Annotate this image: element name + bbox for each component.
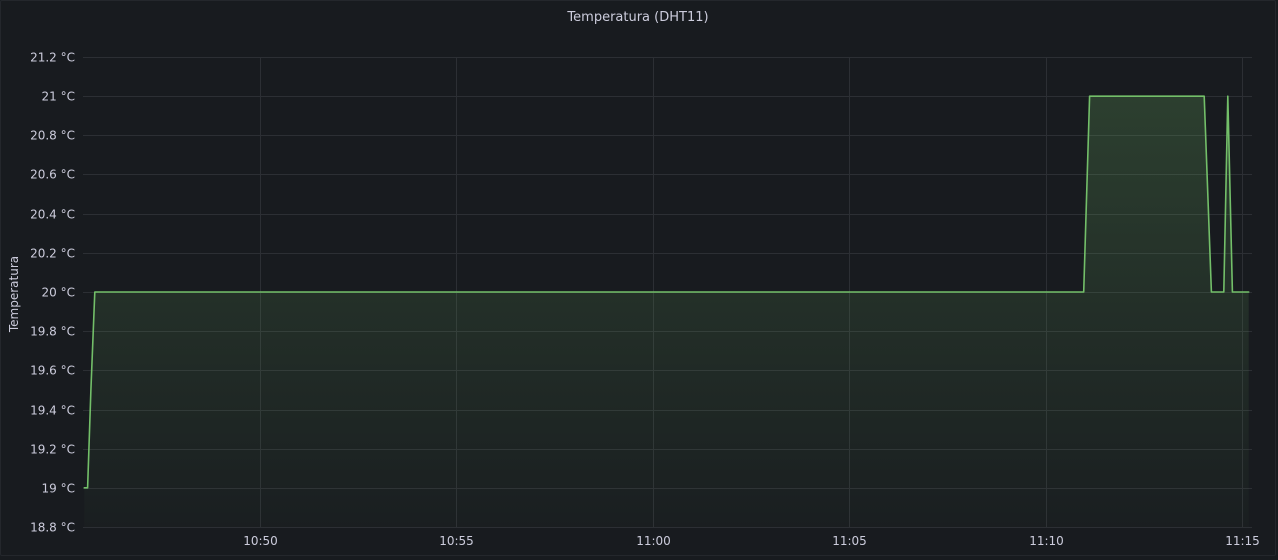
- x-axis-ticks: 10:50 10:55 11:00 11:05 11:10 11:15: [243, 534, 1260, 548]
- y-axis-ticks: 21.2 °C 21 °C 20.8 °C 20.6 °C 20.4 °C 20.2 °C…: [30, 51, 75, 535]
- y-tick-label: 20.8 °C: [30, 129, 75, 143]
- x-tick-label: 11:05: [832, 534, 867, 548]
- x-tick-label: 10:50: [243, 534, 278, 548]
- y-tick-label: 19.2 °C: [30, 443, 75, 457]
- x-tick-label: 10:55: [439, 534, 474, 548]
- y-tick-label: 20.6 °C: [30, 168, 75, 182]
- panel-title: Temperatura (DHT11): [567, 10, 709, 25]
- x-tick-label: 11:10: [1029, 534, 1064, 548]
- y-tick-label: 20.4 °C: [30, 208, 75, 222]
- y-tick-label: 20 °C: [42, 286, 75, 300]
- y-tick-label: 21 °C: [42, 90, 75, 104]
- series-layer: [83, 95, 1250, 527]
- y-tick-label: 20.2 °C: [30, 247, 75, 261]
- y-tick-label: 19 °C: [42, 482, 75, 496]
- y-tick-label: 19.6 °C: [30, 364, 75, 378]
- x-tick-label: 11:15: [1225, 534, 1260, 548]
- y-tick-label: 19.8 °C: [30, 325, 75, 339]
- series-line[interactable]: [83, 95, 1250, 489]
- x-tick-label: 11:00: [636, 534, 671, 548]
- series-area: [84, 96, 1249, 527]
- y-tick-label: 21.2 °C: [30, 51, 75, 65]
- y-tick-label: 19.4 °C: [30, 404, 75, 418]
- y-tick-label: 18.8 °C: [30, 521, 75, 535]
